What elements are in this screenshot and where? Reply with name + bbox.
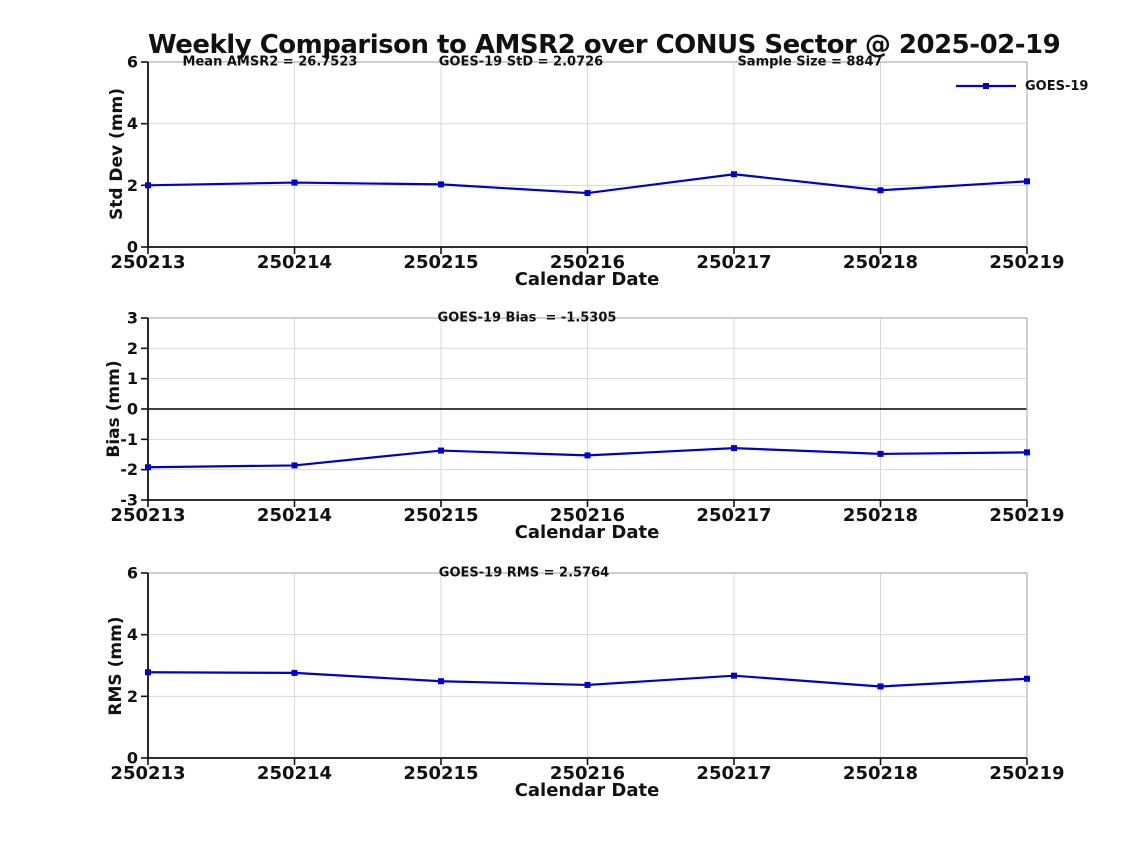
y-tick-label: 0: [127, 400, 138, 419]
y-tick-label: 0: [127, 238, 138, 257]
data-point-marker: [1024, 449, 1030, 456]
x-tick-label: 250213: [110, 763, 185, 784]
data-point-marker: [145, 182, 151, 189]
data-point-marker: [877, 187, 884, 194]
legend-label: GOES-19: [1025, 78, 1089, 94]
x-tick-label: 250215: [403, 763, 478, 784]
data-point-marker: [438, 181, 444, 188]
annotation-sample-size: Sample Size = 8847: [737, 54, 883, 70]
y-tick-label: 6: [127, 53, 138, 72]
annotation-goes19-std: GOES-19 StD = 2.0726: [438, 54, 604, 70]
data-point-marker: [877, 683, 884, 690]
legend: GOES-19: [955, 77, 1088, 95]
x-tick-label: 250214: [257, 505, 332, 526]
x-tick-label: 250218: [843, 505, 918, 526]
data-point-marker: [731, 171, 737, 178]
subplot-std-dev: 250213 250214 250215 250216 250217 250218 2502…: [110, 53, 1064, 274]
y-axis-title-stddev: Std Dev (mm): [107, 87, 127, 221]
y-tick-label: 3: [127, 309, 138, 328]
data-point-marker: [291, 462, 298, 469]
data-point-marker: [584, 452, 591, 459]
x-tick-label: 250216: [550, 505, 625, 526]
x-tick-label: 250218: [843, 252, 918, 273]
x-tick-label: 250216: [550, 252, 625, 273]
x-tick-label: 250219: [989, 763, 1064, 784]
y-tick-label: 4: [127, 114, 138, 133]
data-point-marker: [1024, 178, 1030, 185]
data-point-marker: [145, 464, 151, 471]
data-point-marker: [291, 179, 298, 186]
x-tick-label: 250215: [403, 252, 478, 273]
data-point-marker: [291, 669, 298, 676]
x-tick-label: 250217: [696, 763, 771, 784]
x-tick-label: 250219: [989, 252, 1064, 273]
y-tick-label: -2: [120, 460, 138, 479]
data-point-marker: [877, 450, 884, 457]
data-point-marker: [145, 669, 151, 676]
x-tick-label: 250214: [257, 252, 332, 273]
x-tick-label: 250218: [843, 763, 918, 784]
x-tick-label: 250219: [989, 505, 1064, 526]
y-tick-label: 2: [127, 176, 138, 195]
x-tick-label: 250213: [110, 505, 185, 526]
y-tick-label: 4: [127, 625, 138, 644]
data-point-marker: [438, 447, 444, 454]
annotation-goes19-bias: GOES-19 Bias = -1.5305: [437, 310, 617, 326]
x-tick-label: 250214: [257, 763, 332, 784]
y-tick-label: -1: [120, 430, 138, 449]
data-point-marker: [584, 681, 591, 688]
subplot-bias: 250213 250214 250215 250216 250217 250218 2502…: [110, 309, 1064, 527]
data-point-marker: [1024, 675, 1030, 682]
x-axis-title-stddev: Calendar Date: [514, 269, 660, 290]
subplot-rms: 250213 250214 250215 250216 250217 250218 2502…: [110, 564, 1064, 785]
data-point-marker: [438, 678, 444, 685]
figure-title: Weekly Comparison to AMSR2 over CONUS Se…: [148, 30, 1061, 60]
y-axis-title-rms: RMS (mm): [106, 616, 126, 716]
y-axis-title-bias: Bias (mm): [104, 360, 124, 458]
y-tick-label: 2: [127, 339, 138, 358]
y-tick-label: -3: [120, 491, 138, 510]
x-tick-label: 250217: [696, 252, 771, 273]
legend-marker-icon: [983, 83, 989, 89]
y-tick-label: 1: [127, 369, 138, 388]
x-tick-label: 250215: [403, 505, 478, 526]
data-point-marker: [731, 445, 737, 452]
x-tick-label: 250217: [696, 505, 771, 526]
y-tick-label: 0: [127, 749, 138, 768]
x-tick-label: 250213: [110, 252, 185, 273]
legend-line-icon: [956, 83, 1016, 89]
annotation-goes19-rms: GOES-19 RMS = 2.5764: [438, 565, 610, 581]
x-axis-title-rms: Calendar Date: [514, 780, 660, 801]
x-axis-title-bias: Calendar Date: [514, 522, 660, 543]
data-point-marker: [731, 672, 737, 679]
x-tick-label: 250216: [550, 763, 625, 784]
annotation-mean-amsr2: Mean AMSR2 = 26.7523: [182, 54, 358, 70]
y-tick-label: 2: [127, 687, 138, 706]
y-tick-label: 6: [127, 564, 138, 583]
data-point-marker: [584, 190, 591, 197]
